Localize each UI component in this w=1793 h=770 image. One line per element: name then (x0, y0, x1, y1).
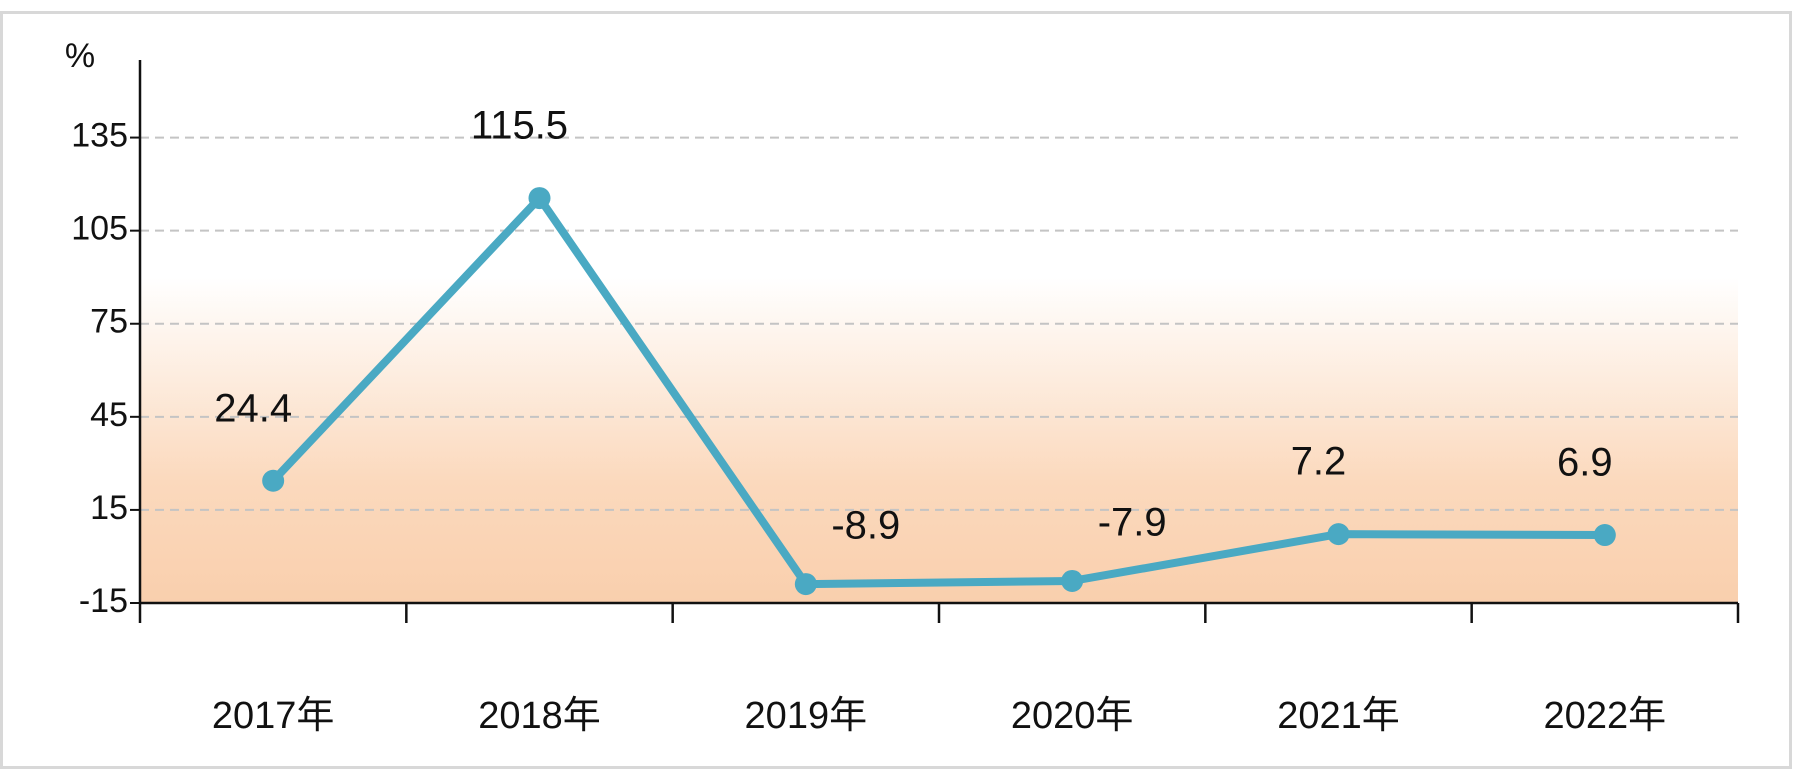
y-tick-label: -15 (79, 582, 128, 620)
x-tick-label: 2022年 (1544, 695, 1667, 737)
x-tick-label: 2021年 (1277, 695, 1400, 737)
y-axis-label: % (65, 37, 95, 75)
point (1593, 524, 1616, 547)
x-tick-label: 2017年 (212, 695, 335, 737)
y-tick-label: 15 (90, 489, 128, 527)
data-label: 115.5 (471, 104, 568, 148)
y-tick-label: 75 (90, 303, 128, 341)
point (1061, 569, 1084, 592)
x-tick-label: 2020年 (1011, 695, 1134, 737)
plot-background (140, 117, 1738, 604)
data-label: 7.2 (1291, 440, 1347, 484)
data-label: -7.9 (1098, 501, 1167, 545)
y-tick-label: 105 (71, 210, 128, 248)
data-label: -8.9 (831, 504, 900, 548)
point (528, 187, 551, 210)
data-label: 6.9 (1557, 441, 1613, 485)
data-label: 24.4 (214, 386, 292, 430)
y-tick-label: 45 (90, 396, 128, 434)
x-tick-label: 2019年 (745, 695, 868, 737)
point (1327, 523, 1350, 546)
frame (0, 11, 1792, 769)
line (270, 194, 1605, 589)
point (794, 573, 817, 596)
y-tick-label: 135 (71, 117, 128, 155)
point (262, 469, 285, 492)
x-tick-label: 2018年 (478, 695, 601, 737)
